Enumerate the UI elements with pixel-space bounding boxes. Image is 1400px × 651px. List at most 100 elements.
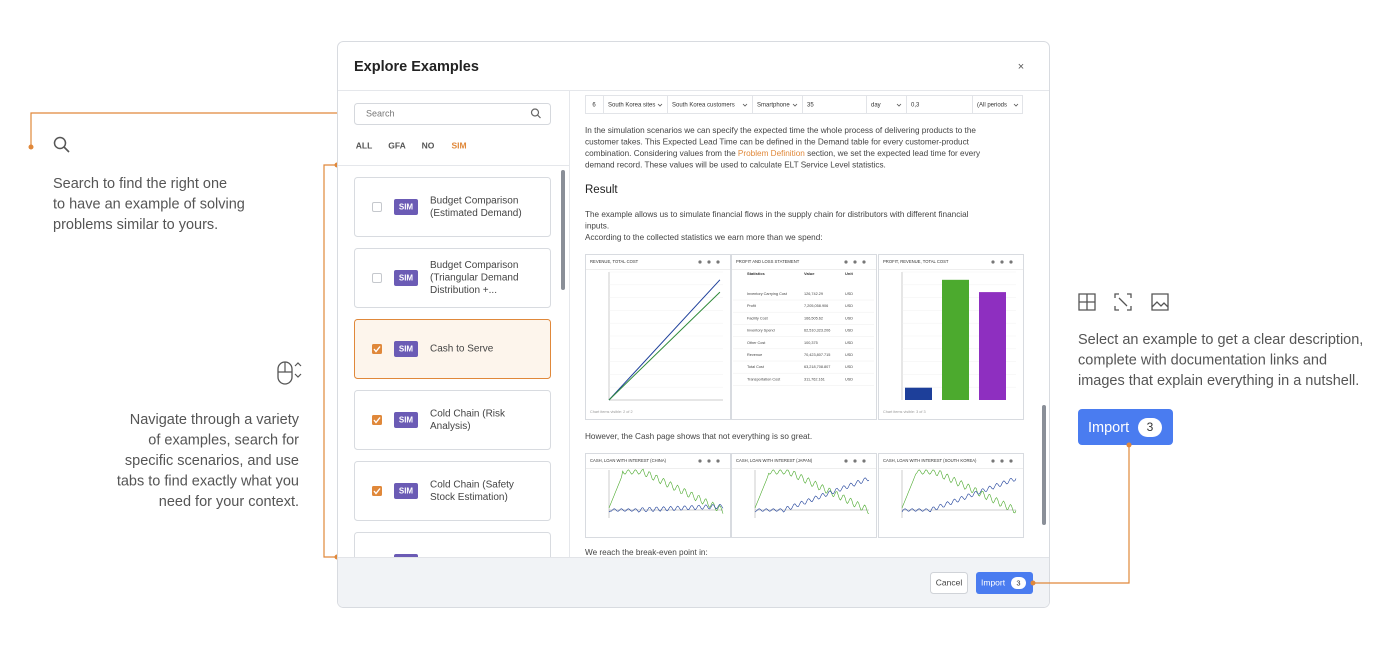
tab[interactable]: GFA (388, 140, 405, 150)
table-cell: 311,762.161 (804, 377, 825, 381)
chart-tool (853, 260, 857, 264)
annotation-text: specific scenarios, and use (125, 453, 299, 469)
table-cell: USD (845, 365, 853, 369)
annotation-text: Select an example to get a clear descrip… (1078, 332, 1363, 348)
paragraph-line: demand record. These values will be used… (585, 161, 886, 170)
chart-panel (731, 453, 877, 538)
scrollbar (1042, 405, 1046, 525)
table-cell: day (871, 103, 881, 109)
search-icon (537, 114, 541, 119)
chart-tool (716, 459, 720, 463)
chart-tool (707, 459, 711, 463)
loan-line-decoration (754, 477, 870, 513)
chart-tool (707, 260, 711, 264)
table-cell: Smartphone (757, 103, 790, 109)
table-cell: 62,510,323.206 (804, 329, 830, 333)
table-cell: Facility Cost (747, 316, 769, 320)
annotation-text: Search to find the right one (53, 176, 227, 192)
badge-text: SIM (399, 416, 414, 425)
checkbox[interactable] (372, 415, 382, 425)
count-badge (1138, 418, 1162, 437)
table-row (585, 95, 1023, 114)
dialog-footer (338, 557, 1049, 607)
chart-note: Chart items visible: 2 of 2 (590, 410, 633, 414)
annotation-text: Navigate through a variety (130, 412, 300, 428)
search-icon (53, 136, 67, 150)
table-cell: 166,505.62 (804, 316, 823, 320)
chart-tool (862, 260, 866, 264)
badge-text: SIM (399, 345, 414, 354)
example-card[interactable] (354, 177, 551, 237)
annotation-text: tabs to find exactly what you (117, 473, 299, 489)
table-header: Unit (845, 271, 853, 276)
example-card[interactable] (354, 319, 551, 379)
table-cell: USD (845, 341, 853, 345)
badge-text: SIM (399, 274, 414, 283)
example-card[interactable] (354, 248, 551, 308)
scrollbar (561, 170, 565, 290)
table-cell: 100,375 (804, 341, 818, 345)
checkbox[interactable] (372, 202, 382, 212)
doc-link[interactable]: Problem Definition (738, 149, 805, 158)
badge (394, 270, 418, 286)
mouse-icon (278, 362, 302, 378)
search-placeholder: Search (366, 108, 395, 118)
connector (323, 164, 337, 558)
loan-line-decoration (608, 503, 724, 513)
dropdown-arrow (1013, 103, 1019, 107)
connector (30, 112, 355, 147)
chart-tool (844, 260, 848, 264)
search-box[interactable] (354, 103, 551, 125)
text-span: demand record. These values will be used… (585, 161, 886, 170)
annotation-text: of examples, search for (148, 432, 299, 448)
bar (942, 279, 969, 400)
card-title: Stock Estimation) (430, 492, 508, 503)
checkmark (373, 488, 381, 495)
table-cell: Other Cost (747, 341, 766, 345)
tab[interactable]: SIM (451, 140, 466, 150)
paragraph-line: The example allows us to simulate financ… (585, 210, 969, 219)
close-button[interactable]: × (1018, 61, 1024, 73)
section-heading: Result (585, 184, 618, 196)
chart-title: PROFIT AND LOSS STATEMENT (736, 259, 800, 264)
dot (28, 144, 34, 150)
table-cell: 126,742.29 (804, 292, 823, 296)
example-card[interactable] (354, 390, 551, 450)
tab[interactable]: ALL (356, 140, 373, 150)
loan-line-decoration (901, 478, 1017, 513)
cancel-button[interactable] (930, 572, 968, 594)
cash-line-decoration (754, 469, 870, 514)
chart-tool (698, 260, 702, 264)
table-cell: USD (845, 329, 853, 333)
search-icon (530, 108, 540, 117)
count-label: 3 (1147, 420, 1154, 434)
card-title: Budget Comparison (430, 260, 518, 271)
table-cell: Total Cost (747, 365, 765, 369)
checkbox[interactable] (372, 273, 382, 283)
chart-title: CASH, LOAN WITH INTEREST (CHINA) (590, 458, 667, 463)
chart-tool (844, 459, 848, 463)
count-label: 3 (1016, 578, 1020, 587)
table-cell: 0,3 (911, 103, 920, 109)
table-cell: Inventory Spend (747, 329, 775, 333)
table-cell: USD (845, 304, 853, 308)
table-cell: Transportation Cost (747, 377, 781, 381)
checkbox[interactable] (372, 344, 382, 354)
chart-tool (698, 459, 702, 463)
tab[interactable]: NO (422, 140, 435, 150)
chart-title: REVENUE, TOTAL COST (590, 259, 639, 264)
checkbox[interactable] (372, 486, 382, 496)
badge (394, 341, 418, 357)
badge-text: SIM (399, 203, 414, 212)
table-cell: South Korea sites (608, 103, 655, 109)
annotation-text: to have an example of solving (53, 196, 245, 212)
table-header: Statistics (747, 271, 766, 276)
dropdown-arrow (657, 103, 663, 107)
card-title: Budget Comparison (430, 195, 518, 206)
bar (905, 387, 932, 400)
chart-tool (1000, 260, 1004, 264)
button-label: Cancel (936, 577, 963, 587)
example-card[interactable] (354, 461, 551, 521)
chart-title: CASH, LOAN WITH INTEREST (JAPAN) (736, 458, 813, 463)
grid-icon (1078, 293, 1096, 311)
